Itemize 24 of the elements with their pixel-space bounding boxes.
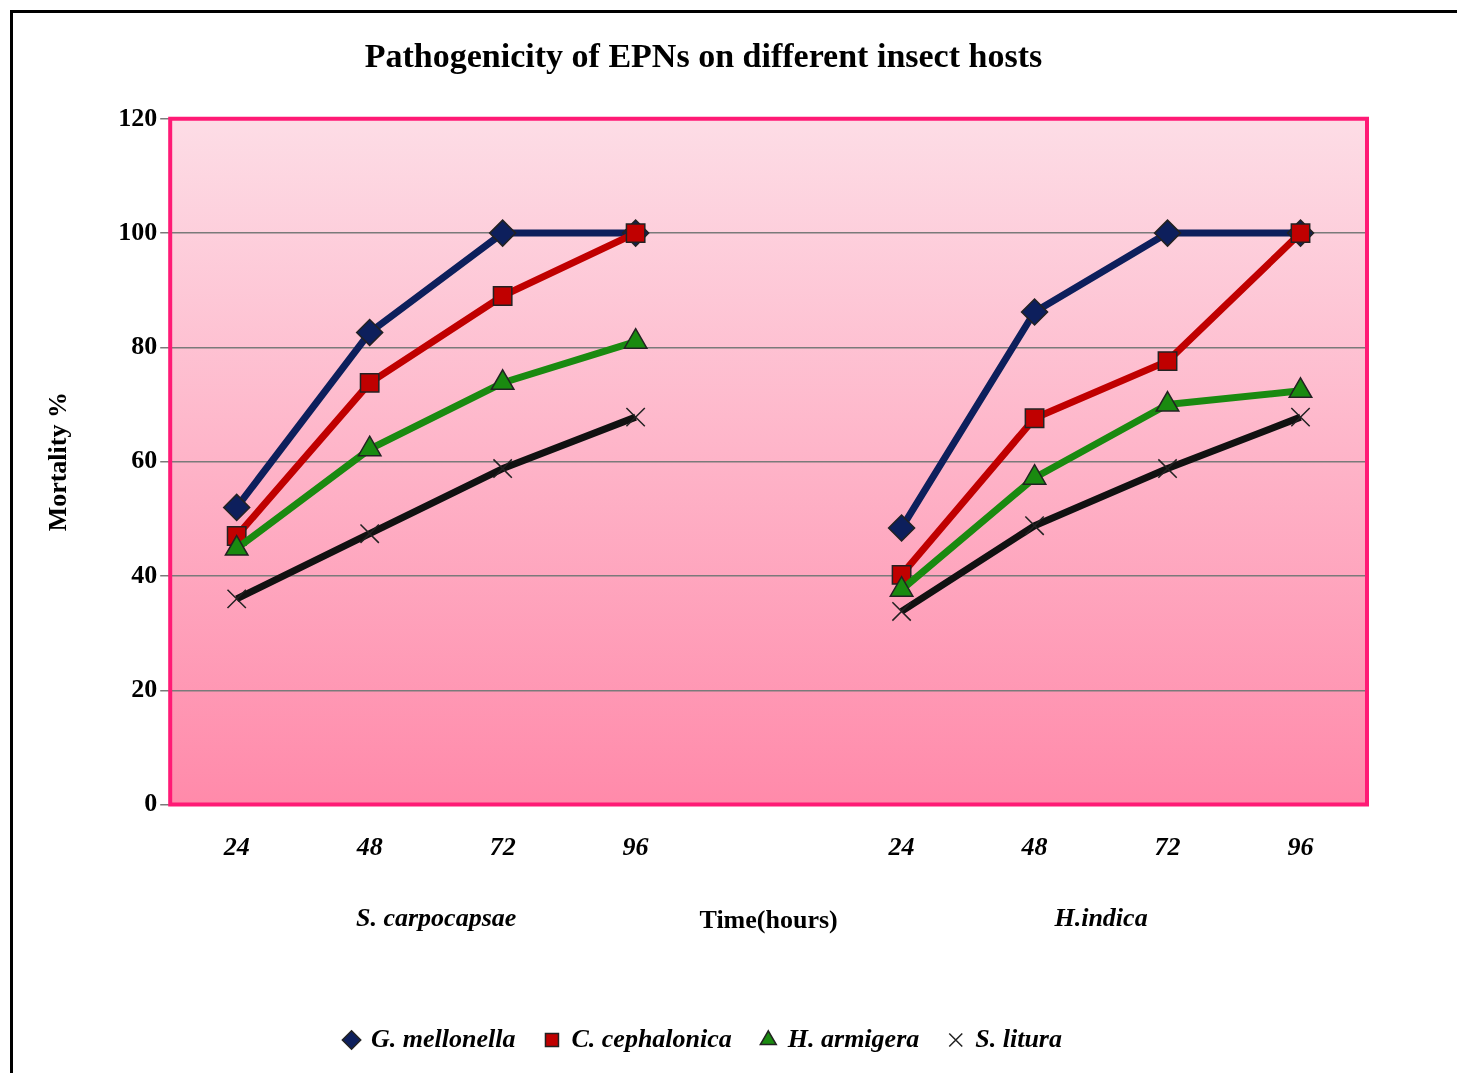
legend-label: G. mellonella: [371, 1023, 516, 1053]
legend-label: H. armigera: [786, 1023, 920, 1053]
text: H.indica: [1053, 903, 1148, 933]
x-tick-label: 72: [489, 831, 516, 861]
x-tick-label: 96: [622, 831, 649, 861]
x-tick-label: 24: [222, 831, 250, 861]
x-tick-label: 72: [1154, 831, 1181, 861]
y-tick-label: 0: [144, 788, 158, 818]
text: S. carpocapsae: [355, 903, 517, 933]
x-tick-label: 48: [1020, 831, 1048, 861]
x-tick-label: 24: [887, 831, 915, 861]
y-tick-label: 80: [131, 331, 158, 361]
y-tick-label: 100: [118, 216, 158, 246]
y-tick-label: 20: [131, 674, 158, 704]
y-tick-label: 120: [118, 102, 158, 132]
legend-label: C. cephalonica: [571, 1023, 732, 1053]
x-tick-label: 48: [355, 831, 383, 861]
y-axis-title: Mortality %: [43, 392, 73, 532]
legend-label: S. litura: [975, 1023, 1062, 1053]
y-tick-label: 60: [131, 445, 158, 475]
chart-title: Pathogenicity of EPNs on different insect hosts: [364, 37, 1043, 75]
y-tick-label: 40: [131, 559, 158, 589]
x-tick-label: 96: [1287, 831, 1314, 861]
x-axis-title: Time(hours): [699, 905, 838, 935]
